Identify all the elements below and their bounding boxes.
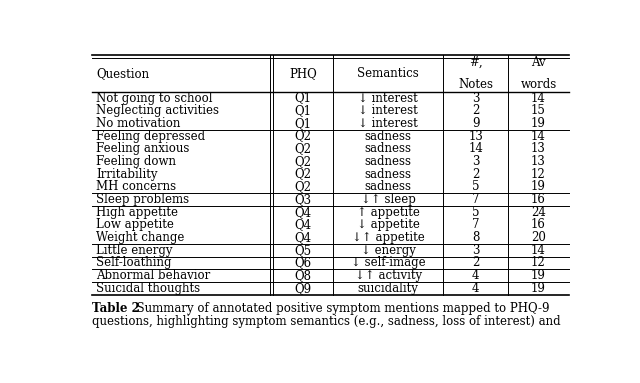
- Text: words: words: [520, 78, 557, 91]
- Text: ↓ interest: ↓ interest: [358, 92, 418, 105]
- Text: 9: 9: [472, 117, 479, 130]
- Text: Summary of annotated positive symptom mentions mapped to PHQ-9: Summary of annotated positive symptom me…: [129, 302, 549, 315]
- Text: 19: 19: [531, 282, 546, 295]
- Text: Q1: Q1: [294, 92, 312, 105]
- Text: Little energy: Little energy: [97, 244, 173, 257]
- Text: Q2: Q2: [294, 180, 312, 193]
- Text: sadness: sadness: [365, 180, 412, 193]
- Text: Low appetite: Low appetite: [97, 218, 174, 231]
- Text: 3: 3: [472, 244, 479, 257]
- Text: PHQ: PHQ: [289, 67, 317, 80]
- Text: Q8: Q8: [294, 269, 312, 282]
- Text: Irritability: Irritability: [97, 168, 158, 181]
- Text: Question: Question: [97, 67, 150, 80]
- Text: 13: 13: [531, 142, 546, 155]
- Text: Q4: Q4: [294, 218, 312, 231]
- Text: High appetite: High appetite: [97, 206, 179, 219]
- Text: sadness: sadness: [365, 129, 412, 142]
- Text: 14: 14: [531, 129, 546, 142]
- Text: Neglecting activities: Neglecting activities: [97, 104, 220, 117]
- Text: suicidality: suicidality: [358, 282, 419, 295]
- Text: Q2: Q2: [294, 155, 312, 168]
- Text: ↓↑ activity: ↓↑ activity: [355, 269, 422, 282]
- Text: Q4: Q4: [294, 231, 312, 244]
- Text: 14: 14: [468, 142, 483, 155]
- Text: Q5: Q5: [294, 244, 312, 257]
- Text: Q2: Q2: [294, 129, 312, 142]
- Text: Feeling down: Feeling down: [97, 155, 177, 168]
- Text: 19: 19: [531, 269, 546, 282]
- Text: 7: 7: [472, 218, 479, 231]
- Text: 5: 5: [472, 180, 479, 193]
- Text: 7: 7: [472, 193, 479, 206]
- Text: Feeling depressed: Feeling depressed: [97, 129, 205, 142]
- Text: Feeling anxious: Feeling anxious: [97, 142, 189, 155]
- Text: Semantics: Semantics: [357, 67, 419, 80]
- Text: Suicidal thoughts: Suicidal thoughts: [97, 282, 200, 295]
- Text: #,: #,: [469, 56, 483, 69]
- Text: Q6: Q6: [294, 256, 312, 269]
- Text: 16: 16: [531, 193, 546, 206]
- Text: 19: 19: [531, 117, 546, 130]
- Text: 2: 2: [472, 168, 479, 181]
- Text: Q3: Q3: [294, 193, 312, 206]
- Text: sadness: sadness: [365, 168, 412, 181]
- Text: 2: 2: [472, 104, 479, 117]
- Text: Weight change: Weight change: [97, 231, 185, 244]
- Text: Av: Av: [531, 56, 546, 69]
- Text: 24: 24: [531, 206, 546, 219]
- Text: Sleep problems: Sleep problems: [97, 193, 189, 206]
- Text: Q4: Q4: [294, 206, 312, 219]
- Text: ↓ self-image: ↓ self-image: [351, 256, 426, 269]
- Text: ↓ appetite: ↓ appetite: [356, 218, 420, 231]
- Text: 12: 12: [531, 256, 546, 269]
- Text: Q2: Q2: [294, 168, 312, 181]
- Text: 4: 4: [472, 269, 479, 282]
- Text: MH concerns: MH concerns: [97, 180, 177, 193]
- Text: 14: 14: [531, 244, 546, 257]
- Text: 19: 19: [531, 180, 546, 193]
- Text: ↓ energy: ↓ energy: [361, 244, 415, 257]
- Text: 4: 4: [472, 282, 479, 295]
- Text: sadness: sadness: [365, 155, 412, 168]
- Text: 2: 2: [472, 256, 479, 269]
- Text: Notes: Notes: [458, 78, 493, 91]
- Text: 14: 14: [531, 92, 546, 105]
- Text: Self-loathing: Self-loathing: [97, 256, 172, 269]
- Text: ↓↑ appetite: ↓↑ appetite: [352, 231, 424, 244]
- Text: 3: 3: [472, 92, 479, 105]
- Text: ↓ interest: ↓ interest: [358, 117, 418, 130]
- Text: Q1: Q1: [294, 117, 312, 130]
- Text: Not going to school: Not going to school: [97, 92, 213, 105]
- Text: Table 2: Table 2: [92, 302, 140, 315]
- Text: ↑ appetite: ↑ appetite: [356, 206, 420, 219]
- Text: Abnormal behavior: Abnormal behavior: [97, 269, 211, 282]
- Text: ↓ interest: ↓ interest: [358, 104, 418, 117]
- Text: Q2: Q2: [294, 142, 312, 155]
- Text: 5: 5: [472, 206, 479, 219]
- Text: sadness: sadness: [365, 142, 412, 155]
- Text: Q9: Q9: [294, 282, 312, 295]
- Text: No motivation: No motivation: [97, 117, 180, 130]
- Text: questions, highlighting symptom semantics (e.g., sadness, loss of interest) and: questions, highlighting symptom semantic…: [92, 315, 561, 328]
- Text: 16: 16: [531, 218, 546, 231]
- Text: ↓↑ sleep: ↓↑ sleep: [361, 193, 415, 206]
- Text: 13: 13: [468, 129, 483, 142]
- Text: 20: 20: [531, 231, 546, 244]
- Text: 13: 13: [531, 155, 546, 168]
- Text: 12: 12: [531, 168, 546, 181]
- Text: 8: 8: [472, 231, 479, 244]
- Text: Q1: Q1: [294, 104, 312, 117]
- Text: 15: 15: [531, 104, 546, 117]
- Text: 3: 3: [472, 155, 479, 168]
